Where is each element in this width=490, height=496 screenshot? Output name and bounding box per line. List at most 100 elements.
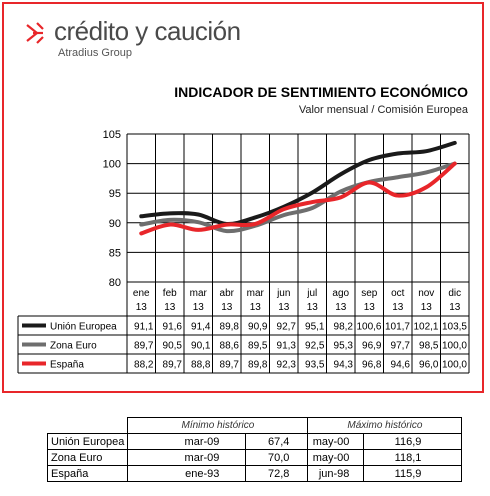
x-tick-label: mar — [247, 288, 265, 299]
min-header: Mínimo histórico — [127, 417, 309, 434]
series-line-2 — [139, 161, 457, 236]
min-date: mar-09 — [127, 449, 247, 466]
x-tick-label: ago — [332, 288, 349, 299]
data-label: 96,9 — [362, 341, 382, 352]
series-line-0 — [139, 140, 457, 226]
data-label: 89,7 — [134, 341, 154, 352]
data-label: 91,4 — [191, 322, 211, 333]
row-name: Zona Euro — [46, 449, 129, 466]
data-label: 90,5 — [163, 341, 183, 352]
data-label: 91,3 — [277, 341, 297, 352]
x-tick-label: 13 — [164, 302, 176, 313]
line-chart: 80 85 90 95 100 105 ene 13 feb 13 mar 13 abr 13 mar 13 j… — [17, 129, 470, 374]
series-line-1 — [139, 161, 457, 234]
x-tick-label: oct — [391, 288, 405, 299]
x-tick-label: 13 — [364, 302, 376, 313]
data-label: 98,2 — [334, 322, 354, 333]
legend-label: España — [50, 360, 84, 371]
max-header: Máximo histórico — [307, 417, 463, 434]
x-tick-label: 13 — [392, 302, 404, 313]
x-tick-label: 13 — [193, 302, 205, 313]
y-tick-label: 85 — [109, 247, 121, 259]
x-tick-label: dic — [448, 288, 461, 299]
max-value: 116,9 — [363, 433, 463, 450]
data-label: 89,5 — [248, 341, 268, 352]
legend-label: Unión Europea — [50, 322, 117, 333]
row-name: España — [46, 465, 129, 482]
min-value: 67,4 — [245, 433, 309, 450]
data-label: 94,6 — [391, 360, 411, 371]
data-label: 100,0 — [442, 341, 467, 352]
data-label: 88,8 — [191, 360, 211, 371]
data-label: 93,5 — [305, 360, 325, 371]
data-label: 92,5 — [305, 341, 325, 352]
x-tick-label: feb — [163, 288, 177, 299]
chart-subtitle: Valor mensual / Comisión Europea — [298, 104, 468, 116]
x-tick-label: 13 — [278, 302, 290, 313]
x-tick-label: ene — [133, 288, 150, 299]
x-tick-label: 13 — [335, 302, 347, 313]
data-label: 98,5 — [419, 341, 439, 352]
data-label: 94,3 — [334, 360, 354, 371]
data-label: 88,2 — [134, 360, 154, 371]
x-tick-label: 13 — [221, 302, 233, 313]
y-tick-label: 80 — [109, 277, 121, 289]
table-row: Zona Euro mar-09 70,0 may-00 118,1 — [46, 449, 463, 466]
data-label: 89,7 — [220, 360, 240, 371]
max-date: may-00 — [307, 449, 365, 466]
chart-title: INDICADOR DE SENTIMIENTO ECONÓMICO — [174, 84, 468, 100]
max-value: 115,9 — [363, 465, 463, 482]
data-label: 90,9 — [248, 322, 268, 333]
x-tick-label: 13 — [307, 302, 319, 313]
data-label: 89,7 — [163, 360, 183, 371]
x-tick-label: sep — [361, 288, 378, 299]
min-date: ene-93 — [127, 465, 247, 482]
min-value: 70,0 — [245, 449, 309, 466]
table-row: Unión Europea mar-09 67,4 may-00 116,9 — [46, 433, 463, 450]
data-label: 96,8 — [362, 360, 382, 371]
logo-mark-icon — [26, 22, 44, 44]
x-tick-label: nov — [418, 288, 434, 299]
legend-label: Zona Euro — [50, 341, 97, 352]
chart-frame — [2, 2, 484, 393]
historic-table: Mínimo histórico Máximo histórico Unión … — [46, 417, 463, 482]
x-tick-label: mar — [190, 288, 208, 299]
y-tick-label: 95 — [109, 188, 121, 200]
data-label: 95,3 — [334, 341, 354, 352]
data-label: 90,1 — [191, 341, 211, 352]
x-tick-label: abr — [220, 288, 235, 299]
data-label: 88,6 — [220, 341, 240, 352]
data-label: 96,0 — [419, 360, 439, 371]
y-tick-label: 105 — [103, 129, 121, 141]
data-label: 91,1 — [134, 322, 154, 333]
data-label: 92,7 — [277, 322, 297, 333]
x-tick-label: 13 — [421, 302, 433, 313]
data-label: 102,1 — [413, 322, 438, 333]
data-label: 97,7 — [391, 341, 411, 352]
data-label: 89,8 — [220, 322, 240, 333]
x-tick-label: 13 — [449, 302, 461, 313]
logo-subtitle: Atradius Group — [58, 47, 132, 59]
data-label: 100,0 — [442, 360, 467, 371]
x-tick-label: 13 — [136, 302, 148, 313]
data-label: 89,8 — [248, 360, 268, 371]
min-value: 72,8 — [245, 465, 309, 482]
row-name: Unión Europea — [46, 433, 129, 450]
data-label: 95,1 — [305, 322, 325, 333]
x-tick-label: 13 — [250, 302, 262, 313]
historic-header-row: Mínimo histórico Máximo histórico — [48, 417, 463, 434]
data-label: 91,6 — [163, 322, 183, 333]
logo-name: crédito y caución — [54, 16, 241, 46]
data-label: 92,3 — [277, 360, 297, 371]
y-tick-label: 100 — [103, 159, 121, 171]
x-tick-label: jul — [306, 288, 317, 299]
y-tick-label: 90 — [109, 218, 121, 230]
data-label: 103,5 — [442, 322, 467, 333]
max-value: 118,1 — [363, 449, 463, 466]
data-label: 101,7 — [385, 322, 410, 333]
max-date: may-00 — [307, 433, 365, 450]
max-date: jun-98 — [307, 465, 365, 482]
table-row: España ene-93 72,8 jun-98 115,9 — [46, 465, 463, 482]
data-label: 100,6 — [356, 322, 381, 333]
x-tick-label: jun — [276, 288, 290, 299]
